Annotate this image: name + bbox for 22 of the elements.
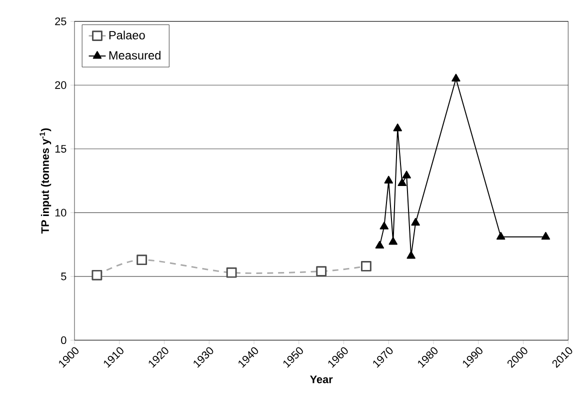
point [398,178,406,186]
y-tick-label: 25 [55,17,66,26]
y-tick-label: 20 [55,81,66,89]
point [384,176,394,184]
point [452,74,460,82]
x-axis-title: Year [310,376,333,384]
point [402,170,411,178]
point [541,232,550,240]
point [380,222,389,230]
point [375,240,384,248]
legend-label: Palaeo [109,30,145,40]
y-tick-label: 0 [61,336,66,344]
y-tick-label: 15 [55,145,66,153]
point [388,236,398,245]
y-tick-label: 10 [55,208,66,216]
y-tick-label: 5 [61,272,66,280]
point [411,218,420,226]
y-axis-title: TP input (tonnes y$^{-1}$) [40,128,52,234]
legend-label: Measured [109,50,160,60]
point [406,250,416,259]
point [496,232,506,240]
point [393,123,402,132]
